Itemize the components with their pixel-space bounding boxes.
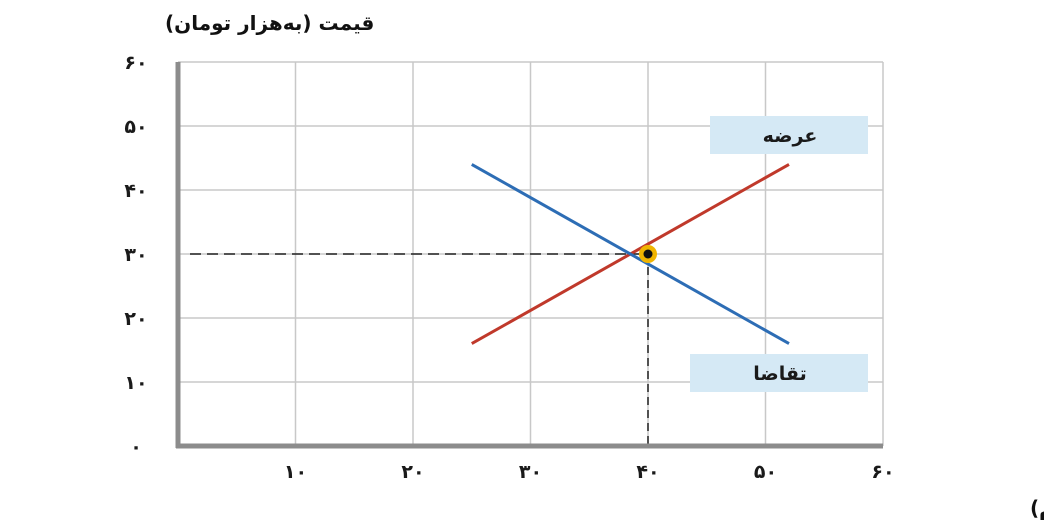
legend-supply: عرضه — [710, 116, 868, 154]
y-tick-label-1: ۱۰ — [124, 372, 147, 394]
legend-demand: تقاضا — [690, 354, 868, 392]
x-tick-label-1: ۲۰ — [401, 461, 424, 483]
x-tick-label-5: ۶۰ — [871, 461, 894, 483]
x-tick-label-4: ۵۰ — [754, 461, 777, 483]
legend-supply-label: عرضه — [763, 125, 818, 147]
equilibrium-marker — [639, 245, 657, 263]
series-line-1 — [471, 163, 790, 345]
x-tick-label-0: ۱۰ — [284, 461, 307, 483]
y-tick-labels: ۰ ۱۰ ۲۰ ۳۰ ۴۰ ۵۰ ۶۰ — [124, 52, 147, 458]
y-axis-title: قیمت (به‌هزار تومان) — [165, 11, 374, 35]
y-tick-label-2: ۲۰ — [124, 308, 147, 330]
legend-demand-box — [690, 354, 868, 392]
equilibrium-guides — [190, 253, 649, 446]
y-tick-label-0: ۰ — [130, 436, 142, 458]
equilibrium-point — [643, 249, 653, 259]
y-tick-label-3: ۳۰ — [124, 244, 147, 266]
series-lines — [471, 163, 790, 345]
x-axis-title: مقدار (به‌کیلوگرم) — [1030, 496, 1044, 520]
x-tick-label-3: ۴۰ — [636, 461, 659, 483]
y-tick-label-5: ۵۰ — [124, 116, 147, 138]
y-tick-label-6: ۶۰ — [124, 52, 147, 74]
legend-supply-box — [710, 116, 868, 154]
legend-demand-label: تقاضا — [753, 363, 806, 385]
x-tick-label-2: ۳۰ — [519, 461, 542, 483]
x-tick-labels: ۱۰ ۲۰ ۳۰ ۴۰ ۵۰ ۶۰ — [284, 461, 895, 483]
axes — [175, 62, 883, 449]
y-tick-label-4: ۴۰ — [124, 180, 147, 202]
